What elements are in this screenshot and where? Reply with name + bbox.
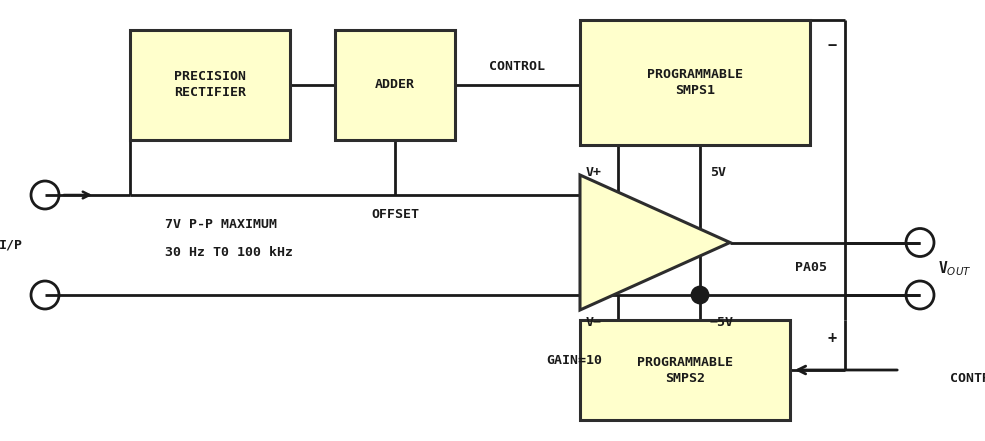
Text: I/P: I/P bbox=[0, 239, 23, 251]
Text: V+: V+ bbox=[586, 167, 602, 179]
FancyBboxPatch shape bbox=[580, 20, 810, 145]
Text: −5V: −5V bbox=[710, 317, 734, 329]
Text: 7V P-P MAXIMUM: 7V P-P MAXIMUM bbox=[165, 218, 277, 232]
Text: PROGRAMMABLE
SMPS2: PROGRAMMABLE SMPS2 bbox=[637, 355, 733, 385]
FancyBboxPatch shape bbox=[335, 30, 455, 140]
Text: +: + bbox=[827, 330, 836, 345]
Text: PROGRAMMABLE
SMPS1: PROGRAMMABLE SMPS1 bbox=[647, 68, 743, 97]
FancyBboxPatch shape bbox=[130, 30, 290, 140]
Text: CONTROL: CONTROL bbox=[490, 60, 546, 74]
Text: PRECISION
RECTIFIER: PRECISION RECTIFIER bbox=[174, 71, 246, 100]
Text: GAIN=10: GAIN=10 bbox=[546, 354, 602, 366]
Text: PA05: PA05 bbox=[795, 261, 827, 274]
Text: V$_{OUT}$: V$_{OUT}$ bbox=[938, 259, 971, 278]
Text: 30 Hz T0 100 kHz: 30 Hz T0 100 kHz bbox=[165, 247, 293, 259]
Text: ADDER: ADDER bbox=[375, 78, 415, 91]
Text: V−: V− bbox=[586, 317, 602, 329]
Text: OFFSET: OFFSET bbox=[371, 209, 419, 221]
Circle shape bbox=[692, 287, 708, 303]
FancyBboxPatch shape bbox=[580, 320, 790, 420]
Text: CONTROL: CONTROL bbox=[950, 371, 985, 385]
Text: −: − bbox=[827, 37, 836, 52]
Polygon shape bbox=[580, 175, 730, 310]
Text: 5V: 5V bbox=[710, 167, 726, 179]
